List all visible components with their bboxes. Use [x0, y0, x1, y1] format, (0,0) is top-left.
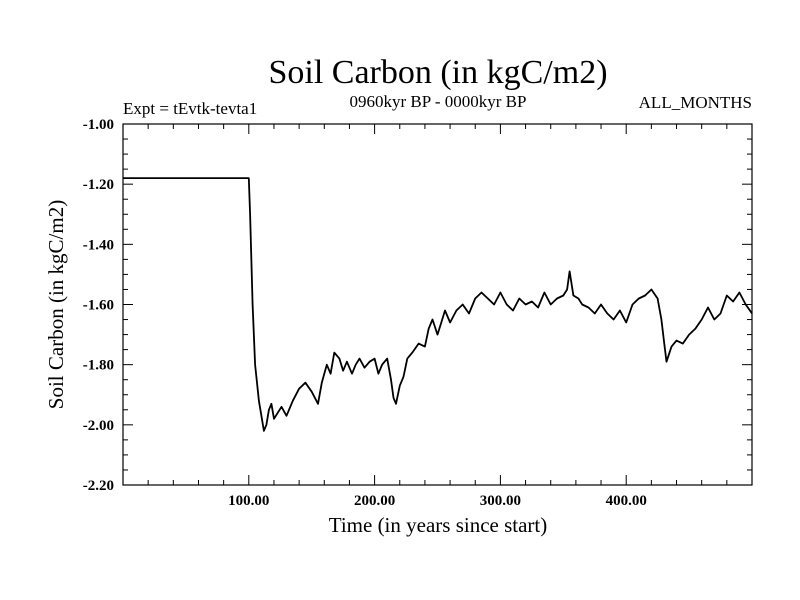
- period-label: 0960kyr BP - 0000kyr BP: [350, 92, 527, 111]
- plot-frame: [122, 123, 753, 486]
- x-axis-title: Time (in years since start): [329, 513, 548, 537]
- y-tick-label: -1.80: [83, 358, 114, 374]
- y-tick-label: -1.00: [83, 117, 114, 133]
- series-line-soil-carbon: [123, 177, 753, 432]
- data-series: [123, 177, 753, 432]
- y-axis-title: Soil Carbon (in kgC/m2): [44, 200, 68, 409]
- x-tick-label: 400.00: [606, 493, 647, 509]
- chart-title: Soil Carbon (in kgC/m2): [268, 54, 607, 91]
- y-tick-label: -1.20: [83, 177, 114, 193]
- y-tick-label: -1.60: [83, 298, 114, 314]
- y-tick-label: -1.40: [83, 237, 114, 253]
- x-tick-label: 300.00: [480, 493, 521, 509]
- experiment-label: Expt = tEvtk-tevta1: [123, 99, 257, 118]
- x-tick-label: 100.00: [228, 493, 269, 509]
- axis-ticks: [123, 124, 752, 485]
- y-tick-label: -2.20: [83, 478, 114, 494]
- x-tick-label: 200.00: [354, 493, 395, 509]
- axis-tick-labels: 100.00 200.00 300.00 400.00 -1.00 -1.20 -1.40 -…: [83, 117, 647, 509]
- months-label: ALL_MONTHS: [639, 93, 752, 112]
- y-tick-label: -2.00: [83, 418, 114, 434]
